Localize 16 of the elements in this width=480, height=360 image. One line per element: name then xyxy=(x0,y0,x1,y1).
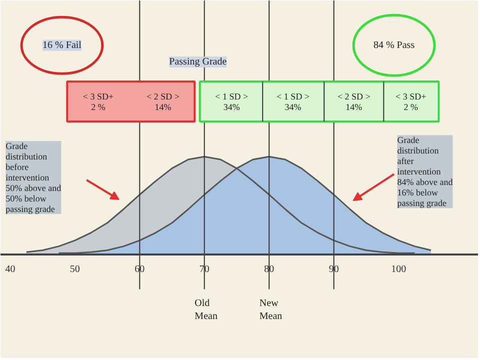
annotation: Grade distribution before intervention 50% above and 50% below passing grade xyxy=(6,140,62,214)
x-tick-label: 40 xyxy=(5,264,16,276)
x-tick-label: 50 xyxy=(70,264,80,276)
text: < 1 SD > 34% xyxy=(215,92,248,112)
ref-line-label: New Mean xyxy=(259,298,282,322)
text: Passing Grade xyxy=(169,56,228,68)
text: < 2 SD > 14% xyxy=(337,92,370,112)
text: 84 % Pass xyxy=(373,40,415,51)
text: < 3 SD+ 2 % xyxy=(82,92,114,112)
text: 16 % Fail xyxy=(42,40,82,51)
annotation: Grade distribution after intervention 84% above and 16% below passing grade xyxy=(397,135,454,208)
x-tick-label: 100 xyxy=(391,264,406,276)
text: < 1 SD > 34% xyxy=(276,92,310,112)
text: < 3 SD+ 2 % xyxy=(396,92,426,112)
text: < 2 SD > 14% xyxy=(146,92,180,112)
ref-line-label: Old Mean xyxy=(194,298,218,322)
